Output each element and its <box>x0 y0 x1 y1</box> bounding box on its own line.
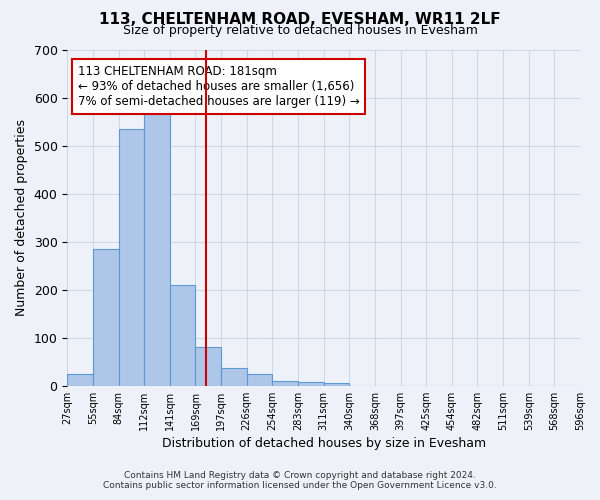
X-axis label: Distribution of detached houses by size in Evesham: Distribution of detached houses by size … <box>161 437 486 450</box>
Bar <box>323 384 349 386</box>
Text: 113 CHELTENHAM ROAD: 181sqm
← 93% of detached houses are smaller (1,656)
7% of s: 113 CHELTENHAM ROAD: 181sqm ← 93% of det… <box>77 65 359 108</box>
Bar <box>221 368 247 386</box>
Bar <box>196 348 221 386</box>
Bar <box>119 129 144 386</box>
Bar <box>67 374 93 386</box>
Text: Contains HM Land Registry data © Crown copyright and database right 2024.
Contai: Contains HM Land Registry data © Crown c… <box>103 470 497 490</box>
Y-axis label: Number of detached properties: Number of detached properties <box>15 120 28 316</box>
Bar <box>170 285 196 386</box>
Bar <box>247 374 272 386</box>
Text: 113, CHELTENHAM ROAD, EVESHAM, WR11 2LF: 113, CHELTENHAM ROAD, EVESHAM, WR11 2LF <box>99 12 501 28</box>
Bar <box>93 249 119 386</box>
Bar <box>272 381 298 386</box>
Bar <box>298 382 323 386</box>
Bar <box>144 105 170 386</box>
Text: Size of property relative to detached houses in Evesham: Size of property relative to detached ho… <box>122 24 478 37</box>
